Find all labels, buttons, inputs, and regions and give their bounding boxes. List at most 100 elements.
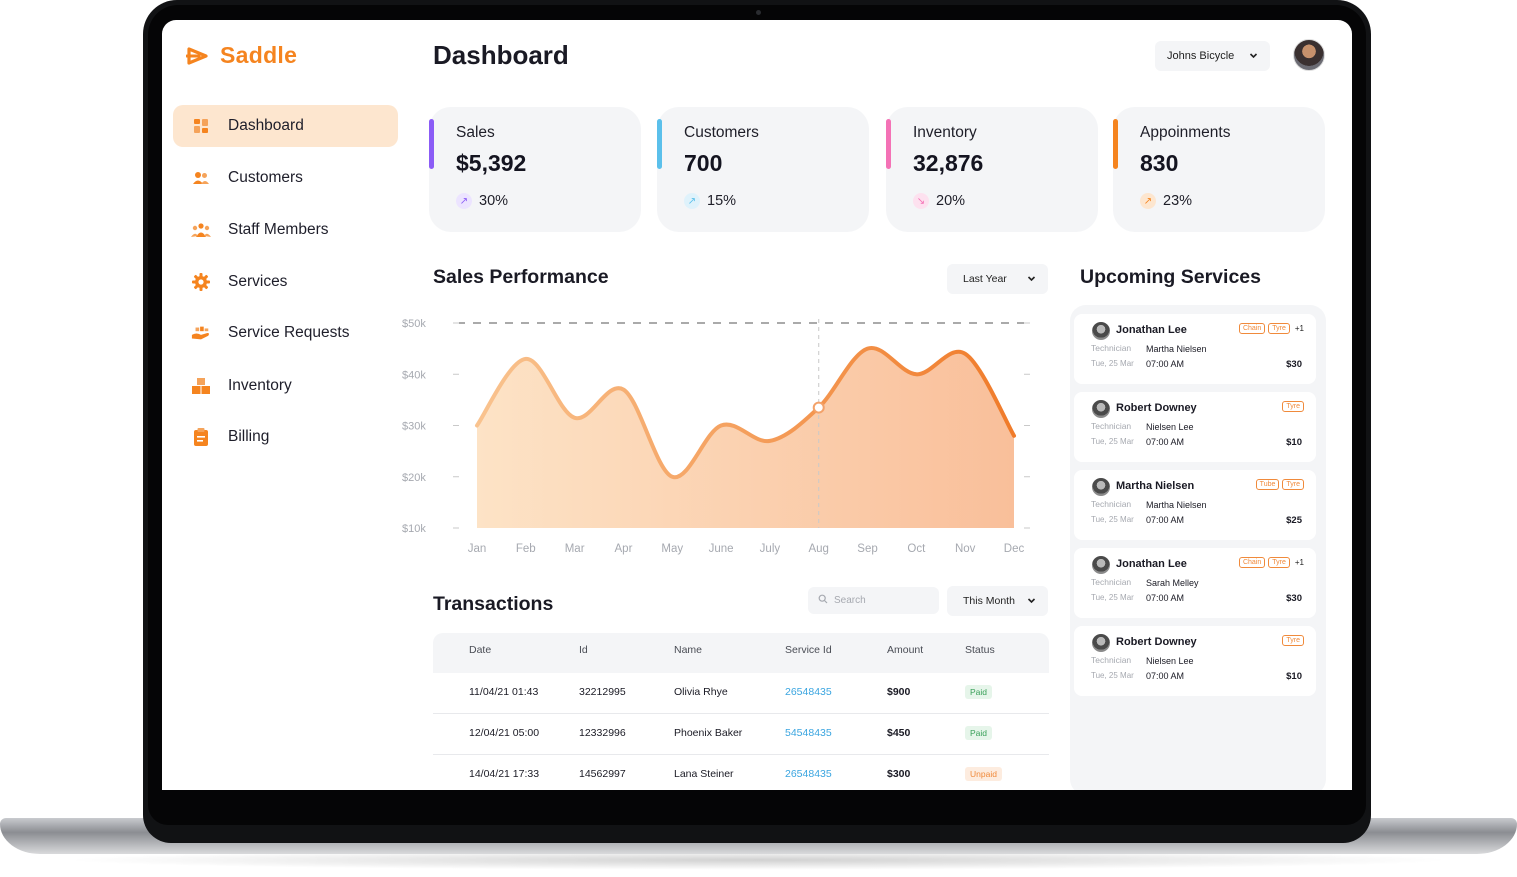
sidebar-item-billing[interactable]: Billing xyxy=(173,416,398,458)
service-price: $30 xyxy=(1286,593,1302,604)
shop-select-value: Johns Bicycle xyxy=(1167,50,1235,62)
cell-name: Phoenix Baker xyxy=(674,727,743,739)
service-tag: Tyre xyxy=(1268,557,1290,568)
service-tag: Tyre xyxy=(1268,323,1290,334)
sales-range-dropdown[interactable]: Last Year xyxy=(947,264,1048,294)
saddle-logo-icon xyxy=(185,45,212,67)
service-price: $30 xyxy=(1286,359,1302,370)
stat-value: 830 xyxy=(1140,150,1179,176)
stat-value: 32,876 xyxy=(913,150,984,176)
cell-service-id-link[interactable]: 26548435 xyxy=(785,768,832,780)
service-customer-name: Robert Downey xyxy=(1116,402,1197,414)
chart-y-axis: $50k $40k $30k $20k $10k xyxy=(402,318,1030,535)
sidebar-item-dashboard[interactable]: Dashboard xyxy=(173,105,398,147)
sidebar-item-customers[interactable]: Customers xyxy=(173,157,398,199)
status-badge: Paid xyxy=(965,726,993,740)
cell-service-id-link[interactable]: 26548435 xyxy=(785,686,832,698)
service-card[interactable]: Robert Downey Tyre Technician Nielsen Le… xyxy=(1074,626,1316,696)
stat-change: ↘ 20% xyxy=(913,193,965,209)
column-header-id[interactable]: Id xyxy=(579,644,588,656)
cell-id: 14562997 xyxy=(579,768,626,780)
service-tag: Chain xyxy=(1238,557,1266,568)
column-header-status[interactable]: Status xyxy=(965,644,995,656)
service-card[interactable]: Robert Downey Tyre Technician Nielsen Le… xyxy=(1074,392,1316,462)
stat-label: Sales xyxy=(456,124,495,141)
service-tag: Tyre xyxy=(1282,401,1304,412)
column-header-date[interactable]: Date xyxy=(469,644,492,656)
chart-highlight-point[interactable] xyxy=(812,401,825,414)
cell-amount: $900 xyxy=(887,686,911,698)
service-date: Tue, 25 Mar xyxy=(1091,437,1134,446)
stat-value: 700 xyxy=(684,150,723,176)
shop-select-dropdown[interactable]: Johns Bicycle xyxy=(1155,41,1270,71)
service-date: Tue, 25 Mar xyxy=(1091,359,1134,368)
chevron-down-icon xyxy=(1027,274,1036,286)
service-requests-hand-icon xyxy=(191,323,211,343)
service-date: Tue, 25 Mar xyxy=(1091,593,1134,602)
stat-change: ↗ 30% xyxy=(456,193,508,209)
transactions-table: Date Id Name Service Id Amount Status 11… xyxy=(433,633,1049,790)
stat-card-appointments[interactable]: Appoinments 830 ↗ 23% xyxy=(1113,107,1325,232)
service-time: 07:00 AM xyxy=(1146,359,1185,369)
sidebar-item-inventory[interactable]: Inventory xyxy=(173,365,398,407)
x-tick-label: Sep xyxy=(857,543,877,555)
staff-members-icon xyxy=(191,220,211,240)
stat-card-inventory[interactable]: Inventory 32,876 ↘ 20% xyxy=(886,107,1098,232)
transactions-range-value: This Month xyxy=(963,595,1015,607)
page-title: Dashboard xyxy=(433,40,569,70)
table-row[interactable]: 12/04/21 05:00 12332996 Phoenix Baker 54… xyxy=(433,714,1049,755)
user-avatar[interactable] xyxy=(1293,39,1325,71)
y-tick-label: $50k xyxy=(402,318,426,330)
service-card[interactable]: Martha Nielsen Tube Tyre Technician Mart… xyxy=(1074,470,1316,540)
sidebar-item-label: Services xyxy=(228,273,288,290)
trend-down-icon: ↘ xyxy=(913,193,929,209)
x-tick-label: Feb xyxy=(516,543,536,555)
stat-change-value: 23% xyxy=(1163,193,1193,209)
service-price: $10 xyxy=(1286,437,1302,448)
sidebar-item-staff-members[interactable]: Staff Members xyxy=(173,209,398,251)
table-row[interactable]: 11/04/21 01:43 32212995 Olivia Rhye 2654… xyxy=(433,673,1049,714)
sales-performance-title: Sales Performance xyxy=(433,266,609,288)
service-card[interactable]: Jonathan Lee Chain Tyre +1 Technician Sa… xyxy=(1074,548,1316,618)
transactions-range-dropdown[interactable]: This Month xyxy=(947,586,1048,616)
cell-amount: $300 xyxy=(887,768,911,780)
stat-change-value: 20% xyxy=(936,193,966,209)
technician-name: Nielsen Lee xyxy=(1146,422,1194,432)
service-customer-name: Jonathan Lee xyxy=(1116,324,1187,336)
sidebar-item-services[interactable]: Services xyxy=(173,261,398,303)
column-header-amount[interactable]: Amount xyxy=(887,644,924,656)
sidebar-item-label: Dashboard xyxy=(228,117,304,134)
stat-label: Appoinments xyxy=(1140,124,1231,141)
service-card[interactable]: Jonathan Lee Chain Tyre +1 Technician Ma… xyxy=(1074,314,1316,384)
table-header: Date Id Name Service Id Amount Status xyxy=(433,633,1049,673)
x-tick-label: Mar xyxy=(565,543,585,555)
chevron-down-icon xyxy=(1027,596,1036,608)
stat-accent-bar xyxy=(657,119,662,169)
cell-name: Lana Steiner xyxy=(674,768,734,780)
stat-change: ↗ 15% xyxy=(684,193,736,209)
billing-clipboard-icon xyxy=(191,427,211,447)
transactions-search-input[interactable]: Search xyxy=(808,587,939,614)
app-name: Saddle xyxy=(220,42,298,68)
service-customer-name: Jonathan Lee xyxy=(1116,558,1187,570)
dashboard-grid-icon xyxy=(191,116,211,136)
upcoming-services-panel xyxy=(1070,305,1326,790)
technician-label: Technician xyxy=(1091,655,1132,665)
x-tick-label: June xyxy=(709,543,734,555)
service-tags: Tyre xyxy=(1282,401,1304,412)
stat-change-value: 15% xyxy=(707,193,737,209)
service-tag: Chain xyxy=(1238,323,1266,334)
column-header-name[interactable]: Name xyxy=(674,644,703,656)
sidebar-item-label: Customers xyxy=(228,169,303,186)
app-logo[interactable]: Saddle xyxy=(185,42,298,69)
service-time: 07:00 AM xyxy=(1146,515,1185,525)
column-header-service-id[interactable]: Service Id xyxy=(785,644,832,656)
table-row[interactable]: 14/04/21 17:33 14562997 Lana Steiner 265… xyxy=(433,755,1049,790)
sidebar-item-service-requests[interactable]: Service Requests xyxy=(173,312,398,354)
stat-card-customers[interactable]: Customers 700 ↗ 15% xyxy=(657,107,869,232)
cell-service-id-link[interactable]: 54548435 xyxy=(785,727,832,739)
stat-card-sales[interactable]: Sales $5,392 ↗ 30% xyxy=(429,107,641,232)
status-badge: Unpaid xyxy=(965,767,1002,781)
y-tick-label: $10k xyxy=(402,523,426,535)
